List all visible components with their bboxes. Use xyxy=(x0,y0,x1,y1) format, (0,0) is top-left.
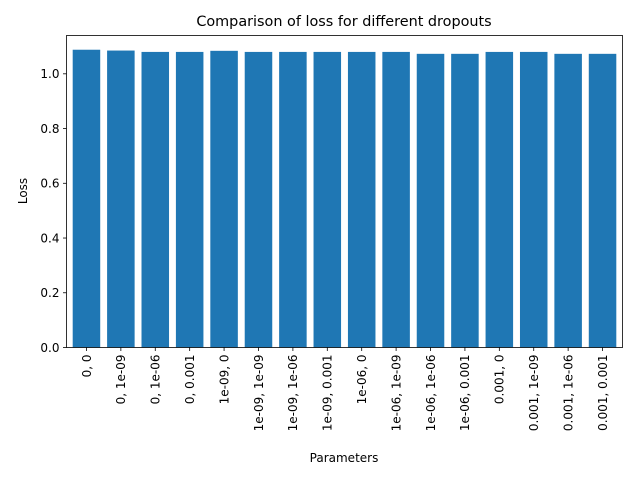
y-tick-label: 0.0 xyxy=(40,341,59,355)
x-tick-label: 1e-06, 0.001 xyxy=(458,355,472,432)
bar xyxy=(347,51,376,348)
x-tick-label: 0, 0.001 xyxy=(183,355,197,405)
x-tick-label: 0.001, 1e-09 xyxy=(527,355,541,432)
bar xyxy=(451,53,479,348)
x-tick-label: 1e-09, 0.001 xyxy=(321,355,335,432)
bar xyxy=(279,51,307,348)
x-axis-ticks: 0, 0 0, 1e-09 0, 1e-06 0, 0.001 1e-09, 0 1e-0… xyxy=(80,347,610,432)
x-tick-label: 0, 0 xyxy=(80,355,94,378)
plot-frame xyxy=(66,35,623,348)
x-tick-label: 1e-06, 0 xyxy=(355,355,369,405)
y-tick-label: 0.6 xyxy=(40,177,59,191)
bar xyxy=(313,51,342,348)
bar xyxy=(244,51,273,348)
y-axis-label: Loss xyxy=(16,178,30,204)
bars-group xyxy=(72,49,617,348)
x-tick-label: 1e-06, 1e-09 xyxy=(389,355,403,432)
y-tick-label: 1.0 xyxy=(40,67,59,81)
bar xyxy=(72,49,101,348)
x-tick-label: 1e-09, 0 xyxy=(217,355,231,405)
y-tick-label: 0.8 xyxy=(40,122,59,136)
y-axis-ticks: 0.0 0.2 0.4 0.6 0.8 1.0 xyxy=(40,67,67,355)
bar xyxy=(141,51,170,348)
x-tick-label: 1e-06, 1e-06 xyxy=(424,355,438,432)
bar xyxy=(382,51,410,348)
x-tick-label: 0.001, 0.001 xyxy=(596,355,610,431)
x-axis-label: Parameters xyxy=(310,451,379,465)
x-tick-label: 1e-09, 1e-09 xyxy=(252,355,266,432)
x-tick-label: 1e-09, 1e-06 xyxy=(286,355,300,432)
chart-title: Comparison of loss for different dropout… xyxy=(196,14,491,30)
y-tick-label: 0.4 xyxy=(40,231,59,245)
x-tick-label: 0, 1e-06 xyxy=(149,355,163,405)
bar xyxy=(210,50,238,348)
bar xyxy=(519,51,548,348)
bar xyxy=(416,53,445,348)
bar xyxy=(588,53,617,348)
bar xyxy=(554,53,582,348)
bar xyxy=(175,51,204,348)
x-tick-label: 0.001, 1e-06 xyxy=(561,355,575,432)
bar xyxy=(485,51,514,348)
x-tick-label: 0.001, 0 xyxy=(493,355,507,405)
x-tick-label: 0, 1e-09 xyxy=(114,355,128,405)
bar xyxy=(107,50,135,348)
y-tick-label: 0.2 xyxy=(40,286,59,300)
